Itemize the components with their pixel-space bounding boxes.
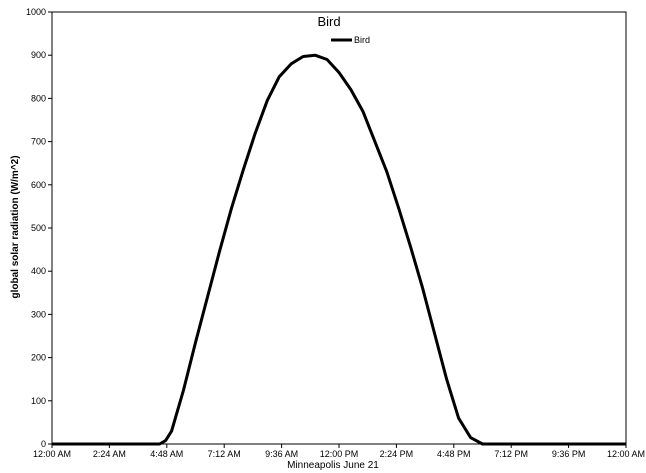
x-tick-label: 12:00 AM (33, 449, 71, 459)
y-tick-label: 300 (31, 309, 46, 319)
y-tick-label: 400 (31, 266, 46, 276)
legend-label-bird: Bird (354, 35, 370, 45)
y-tick-label: 700 (31, 137, 46, 147)
x-tick-label: 2:24 AM (93, 449, 126, 459)
x-tick-label: 9:36 AM (265, 449, 298, 459)
y-tick-label: 200 (31, 353, 46, 363)
legend: Bird (331, 35, 370, 45)
y-tick-label: 100 (31, 396, 46, 406)
plot-area (51, 11, 627, 445)
x-tick-label: 4:48 AM (150, 449, 183, 459)
y-tick-label: 900 (31, 50, 46, 60)
x-tick-label: 12:00 AM (607, 449, 645, 459)
x-tick-label: 7:12 AM (208, 449, 241, 459)
y-tick-label: 800 (31, 93, 46, 103)
series-line-bird (52, 53, 626, 446)
x-axis-title: Minneapolis June 21 (287, 460, 379, 471)
y-axis-title: global solar radiation (W/m^2) (10, 155, 21, 298)
y-tick-label: 600 (31, 180, 46, 190)
x-tick-label: 9:36 PM (552, 449, 586, 459)
x-axis-ticks: 12:00 AM 2:24 AM 4:48 AM 7:12 AM 9:36 AM 12:0… (33, 444, 645, 459)
chart-title: Bird (317, 14, 340, 29)
y-tick-label: 500 (31, 223, 46, 233)
y-tick-label: 0 (41, 439, 46, 449)
x-tick-label: 12:00 PM (320, 449, 359, 459)
x-tick-label: 7:12 PM (494, 449, 528, 459)
y-axis-ticks: 0 100 200 300 400 500 600 700 800 900 1000 (26, 7, 52, 449)
x-tick-label: 4:48 PM (437, 449, 471, 459)
y-tick-label: 1000 (26, 7, 46, 17)
x-tick-label: 2:24 PM (380, 449, 414, 459)
